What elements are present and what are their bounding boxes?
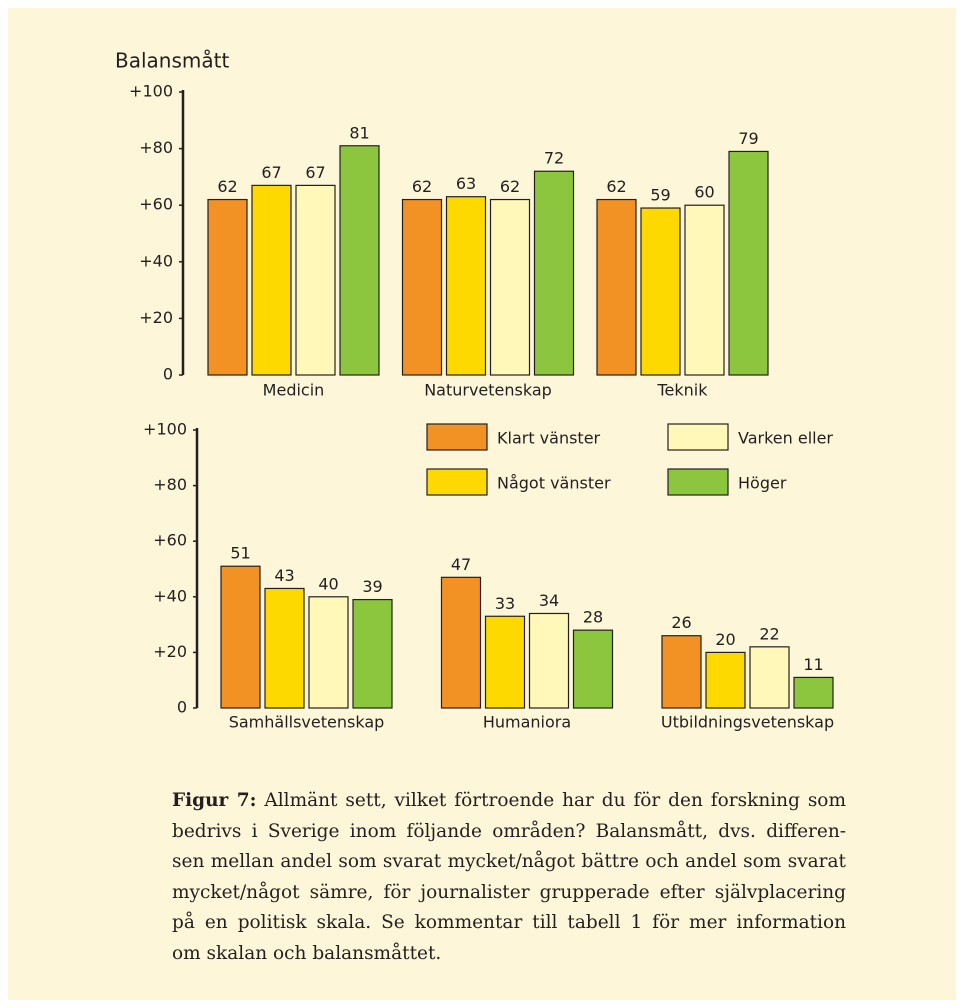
x-tick-label: Humaniora — [483, 713, 571, 732]
x-tick-label: Samhällsvetenskap — [229, 713, 385, 732]
value-label: 60 — [694, 183, 714, 202]
value-label: 63 — [456, 174, 476, 193]
value-label: 67 — [261, 163, 281, 182]
bar — [220, 565, 261, 709]
legend-label: Varken eller — [738, 429, 833, 448]
value-label: 20 — [715, 630, 735, 649]
y-tick-label: 0 — [177, 698, 187, 717]
bar — [308, 596, 349, 709]
bar — [572, 629, 614, 709]
bar — [705, 651, 746, 709]
y-tick-label: +60 — [153, 531, 187, 550]
bar — [728, 150, 769, 376]
value-label: 34 — [539, 591, 559, 610]
y-tick-label: +80 — [139, 138, 173, 157]
bar — [251, 184, 292, 376]
caption-line: sen mellan andel som svarat mycket/något… — [172, 851, 846, 872]
value-label: 51 — [230, 544, 250, 563]
y-tick-label: +40 — [139, 251, 173, 270]
y-tick-label: +20 — [153, 642, 187, 661]
value-label: 67 — [305, 163, 325, 182]
legend-label: Något vänster — [497, 474, 611, 493]
chart: Balansmått 0 +20 +40 +60 +80 +100 Medicin 62 67 67… — [115, 49, 834, 732]
y-tick-label: +60 — [139, 195, 173, 214]
x-tick-label: Medicin — [263, 381, 325, 400]
value-label: 43 — [274, 566, 294, 585]
bar — [640, 207, 681, 376]
bar — [207, 198, 248, 376]
legend-swatch — [667, 468, 729, 496]
bar — [401, 198, 443, 376]
x-tick-label: Teknik — [656, 381, 708, 400]
bar — [264, 587, 305, 709]
bar — [684, 204, 725, 376]
value-label: 11 — [803, 655, 823, 674]
legend-label: Klart vänster — [497, 429, 601, 448]
caption-line: mycket/något sämre, för journalister gru… — [172, 881, 846, 903]
figure-panel — [8, 8, 956, 1000]
y-tick-label: +100 — [129, 82, 173, 101]
caption-line: bedrivs i Sverige inom följande områden?… — [172, 820, 846, 842]
caption-line: på en politisk skala. Se kommentar till … — [172, 912, 846, 933]
y-tick-label: +40 — [153, 586, 187, 605]
bar — [793, 676, 834, 709]
bar — [596, 198, 637, 376]
bar — [489, 198, 531, 376]
caption-label: Figur 7: — [172, 790, 257, 811]
value-label: 81 — [349, 123, 369, 142]
value-label: 62 — [412, 177, 432, 196]
bar — [339, 145, 380, 376]
value-label: 47 — [451, 555, 471, 574]
bar — [484, 615, 526, 709]
legend-swatch — [426, 468, 488, 496]
caption-text: Allmänt sett, vilket förtroende har du f… — [264, 790, 846, 811]
bar — [440, 576, 482, 709]
bar — [352, 598, 393, 709]
x-tick-label: Naturvetenskap — [424, 381, 552, 400]
value-label: 26 — [671, 613, 691, 632]
bar — [749, 646, 790, 709]
bar — [295, 184, 336, 376]
caption-line: Figur 7: Allmänt sett, vilket förtroende… — [172, 786, 846, 817]
value-label: 72 — [544, 149, 564, 168]
value-label: 62 — [500, 177, 520, 196]
bar — [533, 170, 575, 376]
y-tick-label: 0 — [163, 365, 173, 384]
value-label: 40 — [318, 574, 338, 593]
legend-swatch — [667, 423, 729, 451]
bar — [445, 196, 487, 376]
caption-line: om skalan och balansmåttet. — [172, 942, 442, 964]
value-label: 22 — [759, 624, 779, 643]
caption: Figur 7: Allmänt sett, vilket förtroende… — [172, 786, 846, 969]
value-label: 62 — [217, 177, 237, 196]
value-label: 59 — [650, 186, 670, 205]
value-label: 39 — [362, 577, 382, 596]
value-label: 79 — [738, 129, 758, 148]
x-tick-label: Utbildningsvetenskap — [661, 713, 834, 732]
value-label: 62 — [606, 177, 626, 196]
bar — [528, 612, 570, 709]
y-axis-label: Balansmått — [115, 49, 229, 73]
value-label: 33 — [495, 594, 515, 613]
y-tick-label: +100 — [143, 420, 187, 439]
value-label: 28 — [583, 608, 603, 627]
legend-swatch — [426, 423, 488, 451]
bar — [661, 635, 702, 709]
legend-label: Höger — [738, 474, 787, 493]
y-tick-label: +80 — [153, 475, 187, 494]
y-tick-label: +20 — [139, 308, 173, 327]
